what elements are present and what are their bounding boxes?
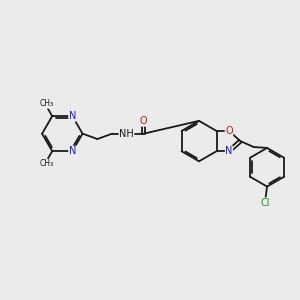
Text: CH₃: CH₃ [40, 99, 54, 108]
Text: N: N [69, 111, 76, 121]
Text: O: O [140, 116, 148, 126]
Text: N: N [69, 146, 76, 156]
Text: NH: NH [119, 129, 134, 139]
Text: N: N [225, 146, 233, 156]
Text: Cl: Cl [261, 198, 270, 208]
Text: O: O [225, 126, 233, 136]
Text: CH₃: CH₃ [40, 159, 54, 168]
